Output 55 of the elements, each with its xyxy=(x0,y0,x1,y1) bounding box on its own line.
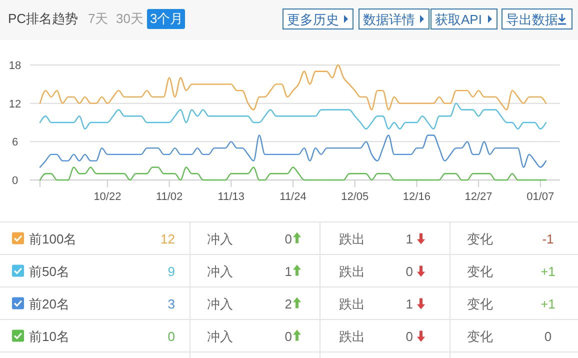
text: 跌出 xyxy=(339,328,365,344)
y-tick-label: 18 xyxy=(8,60,22,72)
text: 冲入 xyxy=(207,328,233,344)
text: 1 xyxy=(406,231,413,246)
text: 3 xyxy=(168,296,175,312)
text: 变化 xyxy=(467,231,493,246)
text: 1 xyxy=(406,296,413,312)
x-tick-label: 01/07 xyxy=(526,191,554,203)
x-tick-label: 11/02 xyxy=(156,191,183,203)
text: 数据详情 xyxy=(363,12,415,27)
category-label: 3个月 xyxy=(150,11,184,26)
text: 1 xyxy=(284,264,292,279)
line-series xyxy=(39,102,547,130)
text: 0 xyxy=(406,328,413,344)
category-label: 前10名 xyxy=(29,328,70,344)
text: 变化 xyxy=(467,264,493,279)
x-tick-label: 11/13 xyxy=(218,191,245,203)
x-tick-label: 12/05 xyxy=(341,191,369,203)
text: 跌出 xyxy=(339,264,365,279)
line-series xyxy=(39,134,547,168)
category-label: 前100名 xyxy=(29,231,77,246)
x-tick-label: 11/24 xyxy=(280,191,306,203)
text: 更多历史 xyxy=(287,12,339,27)
category-label: 7天 xyxy=(88,11,108,26)
chart-title: PC排名趋势 xyxy=(8,11,78,26)
text: 0 xyxy=(284,328,292,344)
y-tick-label: 6 xyxy=(12,136,18,149)
text: 12 xyxy=(160,231,175,246)
text: 0 xyxy=(544,328,552,344)
y-tick-label: 12 xyxy=(8,98,22,110)
text: 0 xyxy=(168,328,175,344)
y-tick-label: 0 xyxy=(12,175,18,187)
category-label: 30天 xyxy=(116,11,144,26)
category-label: 前20名 xyxy=(29,296,70,312)
text: -1 xyxy=(542,231,554,246)
text: +1 xyxy=(540,264,556,279)
text: 0 xyxy=(406,264,413,279)
text: +1 xyxy=(540,296,556,312)
text: 2 xyxy=(284,296,292,312)
x-tick-label: 12/27 xyxy=(464,191,492,203)
category-label: 前50名 xyxy=(29,264,70,279)
text: 冲入 xyxy=(207,231,233,246)
text: 获取API xyxy=(435,12,482,27)
text: 冲入 xyxy=(207,264,233,279)
x-tick-label: 12/16 xyxy=(402,191,430,203)
text: 导出数据 xyxy=(506,12,558,27)
text: 9 xyxy=(168,264,175,279)
x-tick-label: 10/22 xyxy=(94,191,122,203)
text: 变化 xyxy=(467,296,493,312)
text: 变化 xyxy=(467,328,493,344)
text: 跌出 xyxy=(339,296,365,312)
text: 跌出 xyxy=(339,231,365,246)
line-series xyxy=(39,64,547,110)
text: 0 xyxy=(284,231,292,246)
text: 冲入 xyxy=(207,296,233,312)
